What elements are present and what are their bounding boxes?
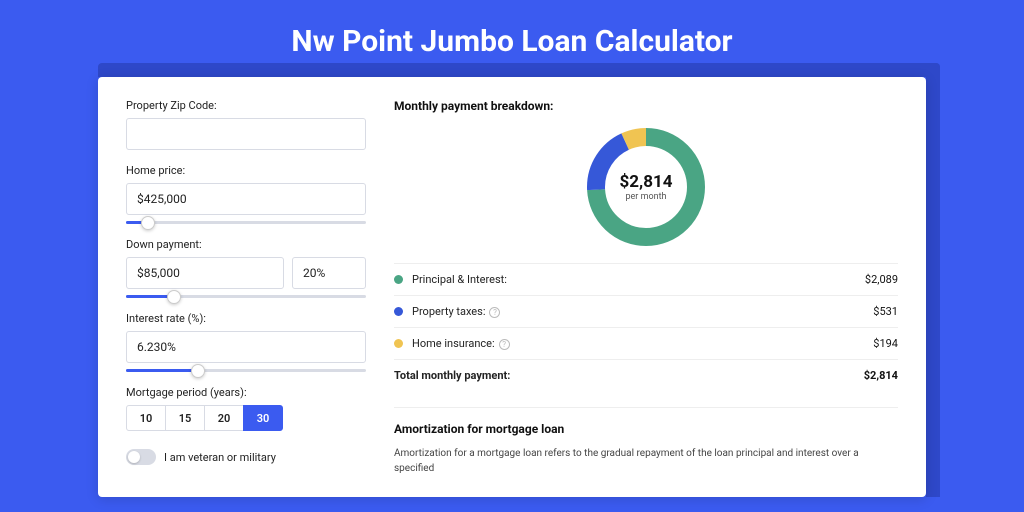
period-buttons: 10152030 — [126, 405, 366, 431]
legend-label: Principal & Interest: — [412, 273, 865, 286]
legend-row: Principal & Interest:$2,089 — [394, 264, 898, 296]
page-title: Nw Point Jumbo Loan Calculator — [0, 0, 1024, 77]
home-price-group: Home price: — [126, 164, 366, 224]
zip-input[interactable] — [126, 118, 366, 150]
legend: Principal & Interest:$2,089Property taxe… — [394, 263, 898, 391]
calculator-card: Property Zip Code: Home price: Down paym… — [98, 77, 926, 497]
zip-group: Property Zip Code: — [126, 99, 366, 150]
form-panel: Property Zip Code: Home price: Down paym… — [126, 99, 366, 475]
legend-total-row: Total monthly payment:$2,814 — [394, 360, 898, 391]
veteran-label: I am veteran or military — [164, 451, 276, 464]
legend-value: $194 — [873, 337, 898, 350]
down-payment-label: Down payment: — [126, 238, 366, 251]
donut-center: $2,814 per month — [586, 127, 706, 247]
home-price-input[interactable] — [126, 183, 366, 215]
legend-row: Property taxes:?$531 — [394, 296, 898, 328]
interest-rate-group: Interest rate (%): — [126, 312, 366, 372]
info-icon[interactable]: ? — [489, 307, 500, 318]
down-payment-group: Down payment: — [126, 238, 366, 298]
period-button-10[interactable]: 10 — [126, 405, 166, 431]
home-price-slider[interactable] — [126, 221, 366, 224]
interest-rate-label: Interest rate (%): — [126, 312, 366, 325]
interest-rate-input[interactable] — [126, 331, 366, 363]
legend-row: Home insurance:?$194 — [394, 328, 898, 360]
total-value: $2,814 — [864, 369, 898, 382]
info-icon[interactable]: ? — [499, 339, 510, 350]
legend-label: Property taxes:? — [412, 305, 873, 318]
legend-value: $2,089 — [865, 273, 898, 286]
breakdown-panel: Monthly payment breakdown: $2,814 per mo… — [394, 99, 898, 475]
donut-value: $2,814 — [620, 172, 673, 192]
donut-wrap: $2,814 per month — [394, 127, 898, 247]
period-group: Mortgage period (years): 10152030 — [126, 386, 366, 431]
legend-label: Home insurance:? — [412, 337, 873, 350]
amortization-text: Amortization for a mortgage loan refers … — [394, 446, 898, 476]
veteran-toggle[interactable] — [126, 449, 156, 465]
zip-label: Property Zip Code: — [126, 99, 366, 112]
period-button-15[interactable]: 15 — [165, 405, 205, 431]
down-payment-input[interactable] — [126, 257, 284, 289]
breakdown-title: Monthly payment breakdown: — [394, 99, 898, 113]
veteran-row: I am veteran or military — [126, 449, 366, 465]
donut-sub: per month — [625, 192, 666, 202]
legend-dot — [394, 307, 403, 316]
period-label: Mortgage period (years): — [126, 386, 366, 399]
period-button-20[interactable]: 20 — [204, 405, 244, 431]
legend-dot — [394, 339, 403, 348]
legend-dot — [394, 275, 403, 284]
donut-chart: $2,814 per month — [586, 127, 706, 247]
interest-rate-slider[interactable] — [126, 369, 366, 372]
home-price-label: Home price: — [126, 164, 366, 177]
amortization-section: Amortization for mortgage loan Amortizat… — [394, 407, 898, 476]
legend-value: $531 — [873, 305, 898, 318]
down-payment-slider[interactable] — [126, 295, 366, 298]
total-label: Total monthly payment: — [394, 369, 864, 382]
down-payment-pct-input[interactable] — [292, 257, 366, 289]
period-button-30[interactable]: 30 — [243, 405, 283, 431]
amortization-title: Amortization for mortgage loan — [394, 422, 898, 436]
